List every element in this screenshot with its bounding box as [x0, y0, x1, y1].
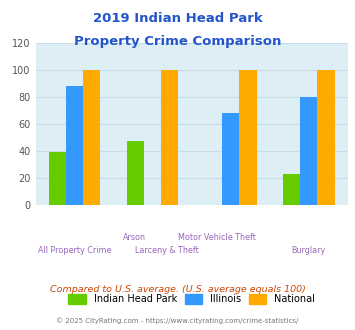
Bar	[49, 152, 66, 205]
Bar	[161, 70, 179, 205]
Bar	[127, 141, 144, 205]
Text: © 2025 CityRating.com - https://www.cityrating.com/crime-statistics/: © 2025 CityRating.com - https://www.city…	[56, 317, 299, 324]
Text: Property Crime Comparison: Property Crime Comparison	[74, 35, 281, 48]
Bar	[317, 70, 335, 205]
Bar	[222, 113, 239, 205]
Bar	[83, 70, 100, 205]
Text: Burglary: Burglary	[292, 246, 326, 255]
Text: Arson: Arson	[124, 233, 146, 242]
Bar	[283, 174, 300, 205]
Text: Compared to U.S. average. (U.S. average equals 100): Compared to U.S. average. (U.S. average …	[50, 285, 305, 294]
Text: Motor Vehicle Theft: Motor Vehicle Theft	[178, 233, 256, 242]
Bar	[239, 70, 257, 205]
Legend: Indian Head Park, Illinois, National: Indian Head Park, Illinois, National	[69, 294, 315, 304]
Text: 2019 Indian Head Park: 2019 Indian Head Park	[93, 12, 262, 24]
Text: Larceny & Theft: Larceny & Theft	[135, 246, 199, 255]
Text: All Property Crime: All Property Crime	[38, 246, 111, 255]
Bar	[66, 86, 83, 205]
Bar	[300, 97, 317, 205]
